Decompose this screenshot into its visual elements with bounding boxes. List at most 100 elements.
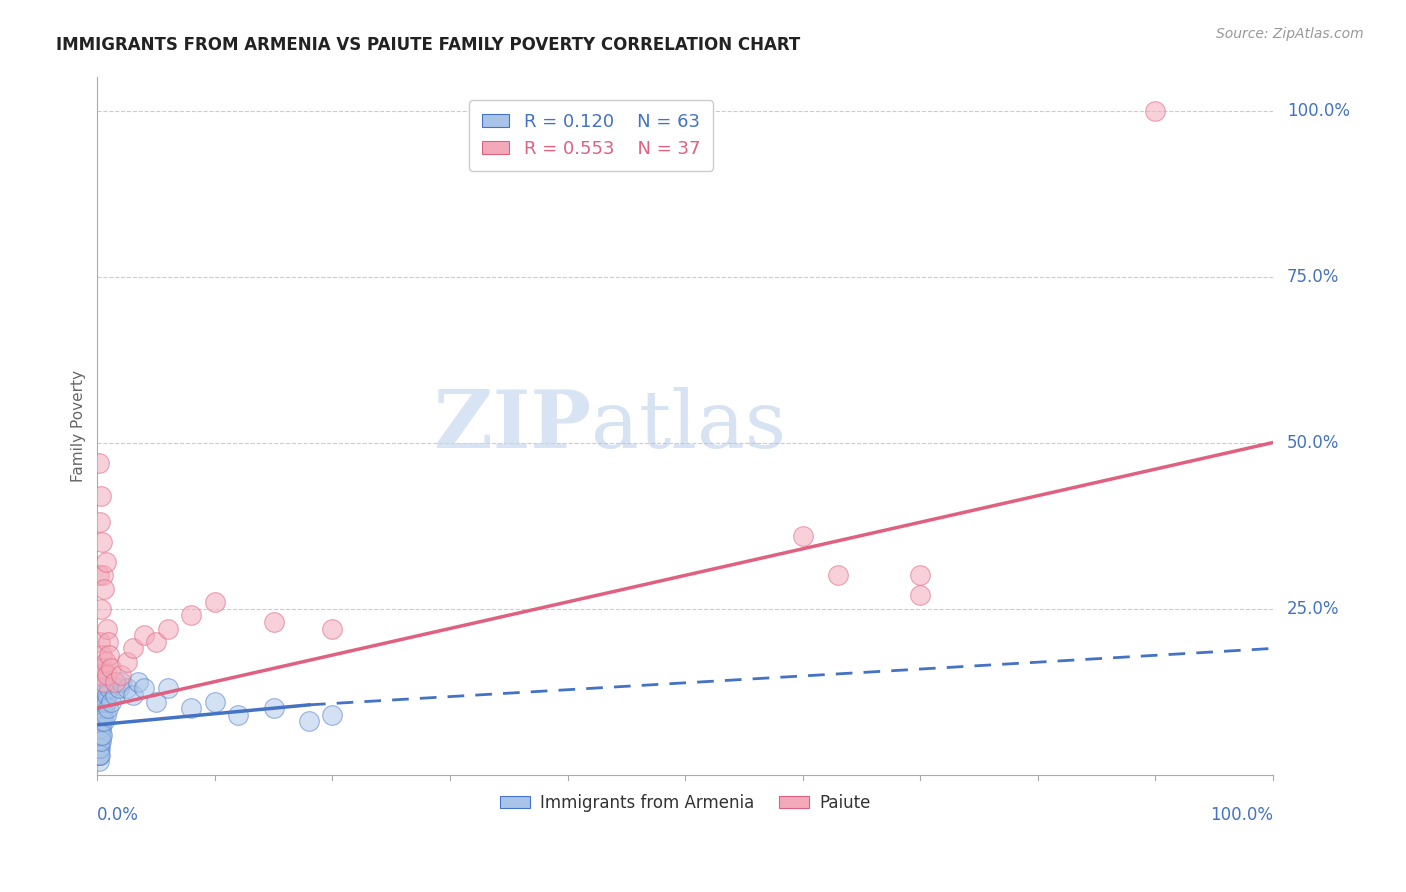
Point: [1144, 103, 1167, 118]
Point: [127, 674, 149, 689]
Point: [89, 634, 111, 648]
Point: [908, 568, 931, 582]
Text: 100.0%: 100.0%: [1209, 806, 1272, 824]
Text: ZIP: ZIP: [434, 387, 591, 465]
Point: [91, 648, 114, 662]
Point: [93, 701, 115, 715]
Point: [89, 747, 111, 762]
Point: [87, 701, 110, 715]
Point: [87, 688, 110, 702]
Point: [89, 741, 111, 756]
Point: [89, 728, 111, 742]
Point: [87, 754, 110, 768]
Point: [89, 661, 111, 675]
Point: [792, 528, 814, 542]
Point: [91, 728, 114, 742]
Point: [104, 674, 127, 689]
Point: [87, 714, 110, 729]
Point: [204, 595, 226, 609]
Point: [91, 701, 114, 715]
Point: [134, 628, 156, 642]
Point: [96, 688, 118, 702]
Point: [87, 728, 110, 742]
Point: [89, 707, 111, 722]
Text: 50.0%: 50.0%: [1286, 434, 1340, 451]
Text: IMMIGRANTS FROM ARMENIA VS PAIUTE FAMILY POVERTY CORRELATION CHART: IMMIGRANTS FROM ARMENIA VS PAIUTE FAMILY…: [56, 36, 800, 54]
Point: [87, 456, 110, 470]
Point: [87, 728, 110, 742]
Text: atlas: atlas: [591, 387, 786, 465]
Point: [156, 622, 179, 636]
Point: [90, 601, 112, 615]
Point: [97, 701, 120, 715]
Point: [98, 681, 121, 696]
Point: [908, 588, 931, 602]
Point: [87, 747, 110, 762]
Legend: Immigrants from Armenia, Paiute: Immigrants from Armenia, Paiute: [494, 788, 877, 819]
Point: [90, 734, 112, 748]
Point: [91, 681, 114, 696]
Point: [91, 535, 114, 549]
Point: [87, 694, 110, 708]
Point: [90, 668, 112, 682]
Point: [228, 707, 250, 722]
Point: [89, 694, 111, 708]
Text: Source: ZipAtlas.com: Source: ZipAtlas.com: [1216, 27, 1364, 41]
Point: [90, 714, 112, 729]
Point: [94, 655, 117, 669]
Point: [90, 694, 112, 708]
Point: [91, 688, 114, 702]
Point: [87, 734, 110, 748]
Point: [204, 694, 226, 708]
Point: [145, 634, 167, 648]
Point: [180, 608, 202, 623]
Point: [91, 714, 114, 729]
Point: [89, 701, 111, 715]
Point: [90, 707, 112, 722]
Point: [298, 714, 321, 729]
Point: [87, 747, 110, 762]
Point: [89, 516, 111, 530]
Text: 100.0%: 100.0%: [1286, 102, 1350, 120]
Point: [96, 622, 118, 636]
Point: [100, 661, 122, 675]
Point: [94, 694, 117, 708]
Text: 75.0%: 75.0%: [1286, 268, 1340, 285]
Point: [91, 661, 114, 675]
Point: [121, 641, 143, 656]
Point: [89, 688, 111, 702]
Point: [263, 701, 285, 715]
Point: [87, 721, 110, 735]
Point: [263, 615, 285, 629]
Point: [98, 648, 121, 662]
Point: [93, 674, 115, 689]
Point: [94, 707, 117, 722]
Point: [121, 688, 143, 702]
Point: [89, 721, 111, 735]
Point: [145, 694, 167, 708]
Point: [87, 714, 110, 729]
Point: [321, 707, 343, 722]
Point: [94, 555, 117, 569]
Text: 0.0%: 0.0%: [97, 806, 139, 824]
Point: [107, 681, 129, 696]
Point: [93, 714, 115, 729]
Y-axis label: Family Poverty: Family Poverty: [72, 370, 86, 482]
Point: [87, 681, 110, 696]
Point: [90, 701, 112, 715]
Point: [91, 568, 114, 582]
Point: [115, 655, 138, 669]
Point: [87, 741, 110, 756]
Point: [96, 668, 118, 682]
Point: [91, 707, 114, 722]
Point: [87, 707, 110, 722]
Point: [93, 582, 115, 596]
Point: [104, 688, 127, 702]
Point: [97, 634, 120, 648]
Point: [115, 681, 138, 696]
Point: [827, 568, 849, 582]
Point: [100, 694, 122, 708]
Point: [90, 721, 112, 735]
Point: [91, 694, 114, 708]
Point: [90, 489, 112, 503]
